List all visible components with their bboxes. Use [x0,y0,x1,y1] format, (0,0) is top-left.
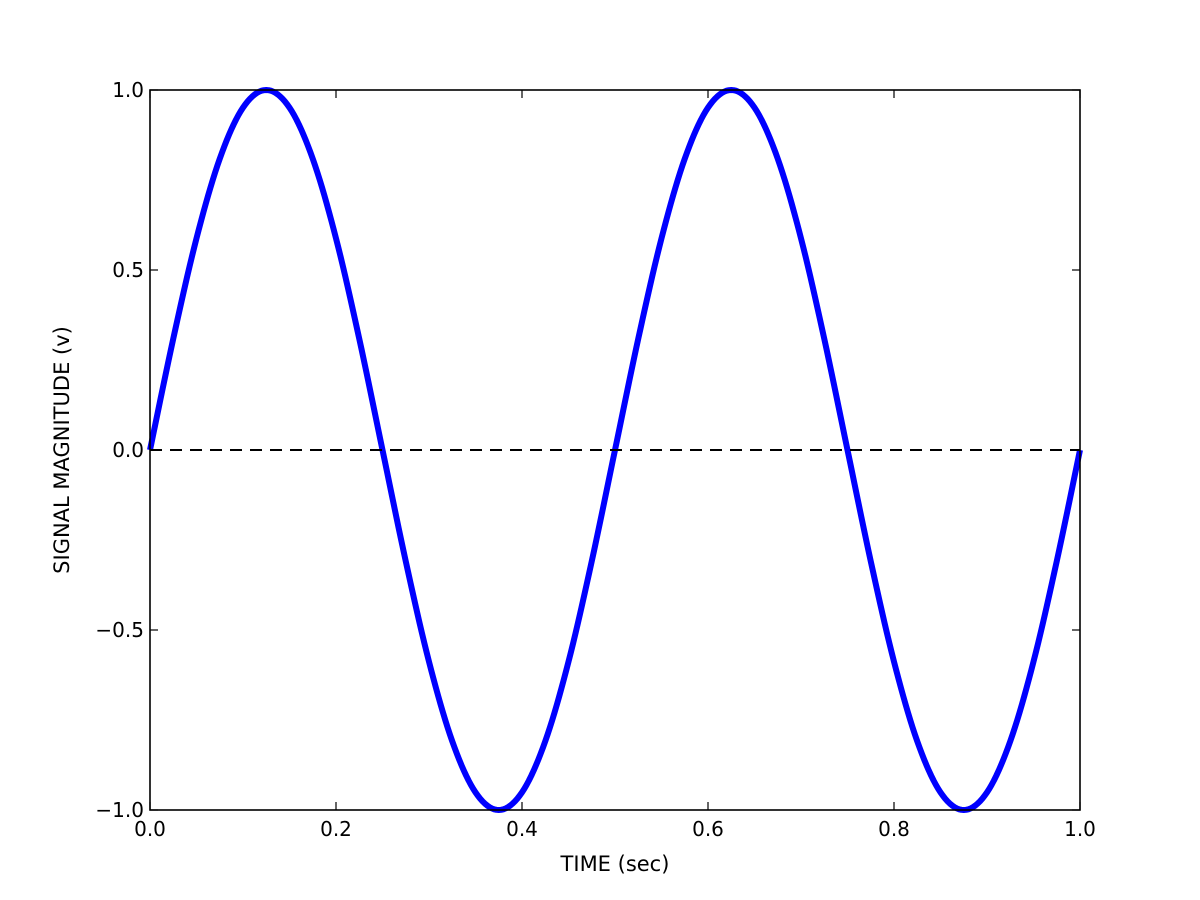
x-tick-label: 1.0 [1064,817,1096,841]
y-tick-label: −1.0 [95,798,144,822]
series-layer [147,87,1083,813]
tick-layer: 0.0 0.2 0.4 0.6 0.8 1.0 −1.0 −0.5 0.0 0.5 1.0 [95,78,1095,841]
y-tick-label: 0.5 [112,258,144,282]
y-tick-label: 0.0 [112,438,144,462]
x-tick-label: 0.2 [320,817,352,841]
y-tick-label: −0.5 [95,618,144,642]
x-tick-label: 0.0 [134,817,166,841]
y-tick-label: 1.0 [112,78,144,102]
x-axis-title: TIME (sec) [560,852,670,876]
x-tick-label: 0.4 [506,817,538,841]
x-tick-label: 0.8 [878,817,910,841]
y-axis-title: SIGNAL MAGNITUDE (v) [50,326,74,574]
x-tick-label: 0.6 [692,817,724,841]
